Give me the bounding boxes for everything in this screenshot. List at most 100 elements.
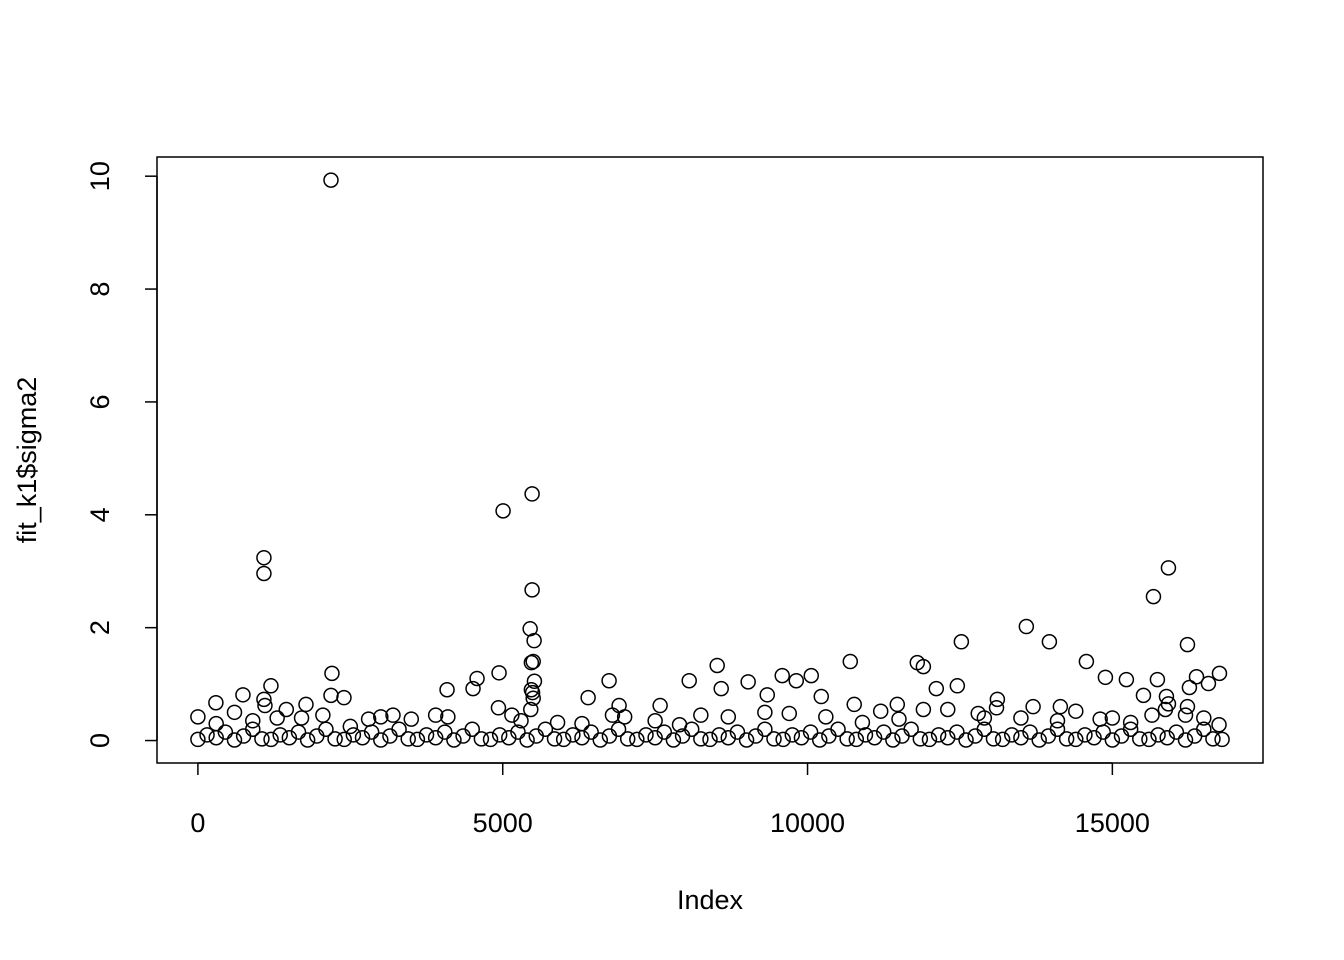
- point: [757, 721, 773, 738]
- point: [208, 729, 224, 746]
- point: [940, 729, 956, 746]
- point: [491, 727, 508, 743]
- point: [1113, 728, 1130, 744]
- point: [713, 680, 729, 697]
- point: [524, 486, 540, 502]
- point: [1188, 669, 1205, 685]
- point: [766, 731, 782, 747]
- point: [1025, 698, 1041, 715]
- point: [523, 701, 539, 718]
- point: [409, 731, 426, 748]
- y-tick-label: 8: [85, 282, 115, 297]
- point: [1157, 701, 1174, 718]
- point: [269, 710, 285, 726]
- point: [263, 731, 279, 748]
- point: [324, 665, 340, 682]
- point: [583, 724, 599, 740]
- point: [464, 721, 480, 738]
- point: [958, 732, 974, 748]
- point: [1040, 728, 1057, 744]
- point: [1181, 679, 1198, 696]
- point: [1078, 653, 1095, 670]
- point: [525, 653, 541, 670]
- x-tick-label: 0: [190, 808, 205, 838]
- point: [490, 700, 507, 716]
- point: [656, 724, 673, 740]
- point: [574, 729, 590, 746]
- point: [1160, 560, 1177, 576]
- y-axis-label: fit_k1$sigma2: [12, 377, 42, 544]
- point: [1004, 727, 1020, 743]
- point: [720, 729, 737, 746]
- point: [281, 729, 298, 746]
- point: [872, 703, 889, 719]
- point: [729, 724, 746, 740]
- point: [738, 732, 755, 748]
- point: [592, 732, 609, 748]
- x-tick-label: 10000: [770, 808, 845, 838]
- point: [1013, 710, 1029, 726]
- point: [693, 707, 709, 723]
- point: [363, 724, 380, 740]
- point: [930, 727, 947, 743]
- y-tick-label: 0: [85, 733, 115, 748]
- point: [709, 657, 725, 674]
- point: [693, 731, 709, 747]
- point: [665, 732, 682, 748]
- point: [894, 728, 910, 744]
- point: [1018, 618, 1035, 635]
- point: [1132, 731, 1148, 747]
- point: [199, 727, 215, 743]
- point: [1200, 675, 1217, 692]
- point: [811, 732, 828, 748]
- point: [427, 707, 444, 723]
- point: [928, 680, 945, 697]
- point: [1122, 714, 1139, 731]
- point: [190, 731, 206, 748]
- point: [373, 732, 389, 748]
- point: [1177, 732, 1194, 748]
- point: [1135, 687, 1152, 704]
- point: [604, 707, 621, 723]
- point: [775, 731, 791, 748]
- point: [848, 731, 865, 748]
- point: [418, 727, 435, 743]
- point: [440, 709, 456, 725]
- point: [318, 721, 334, 738]
- point: [385, 707, 401, 723]
- y-tick-label: 10: [85, 161, 115, 191]
- point: [652, 697, 668, 714]
- point: [526, 673, 543, 690]
- point: [391, 721, 407, 738]
- x-tick-label: 15000: [1075, 808, 1150, 838]
- point: [555, 731, 572, 748]
- point: [1031, 732, 1047, 748]
- point: [537, 721, 554, 738]
- point: [949, 724, 965, 740]
- point: [525, 690, 541, 706]
- point: [616, 709, 633, 725]
- point: [976, 721, 993, 738]
- point: [1052, 698, 1069, 715]
- point: [528, 728, 545, 744]
- point: [1179, 636, 1196, 653]
- point: [821, 728, 837, 744]
- point: [400, 731, 416, 747]
- point: [546, 731, 563, 747]
- point: [336, 731, 352, 748]
- point: [473, 731, 490, 747]
- point: [711, 727, 727, 743]
- point: [885, 732, 901, 748]
- point: [190, 709, 206, 725]
- point: [427, 729, 444, 746]
- point: [1041, 634, 1058, 650]
- point: [1168, 724, 1185, 740]
- point: [549, 714, 566, 731]
- point: [519, 732, 535, 748]
- plot-frame: [156, 156, 1264, 764]
- point: [1149, 671, 1166, 688]
- point: [1022, 724, 1038, 740]
- point: [1122, 721, 1139, 738]
- point: [967, 728, 983, 744]
- point: [226, 704, 243, 721]
